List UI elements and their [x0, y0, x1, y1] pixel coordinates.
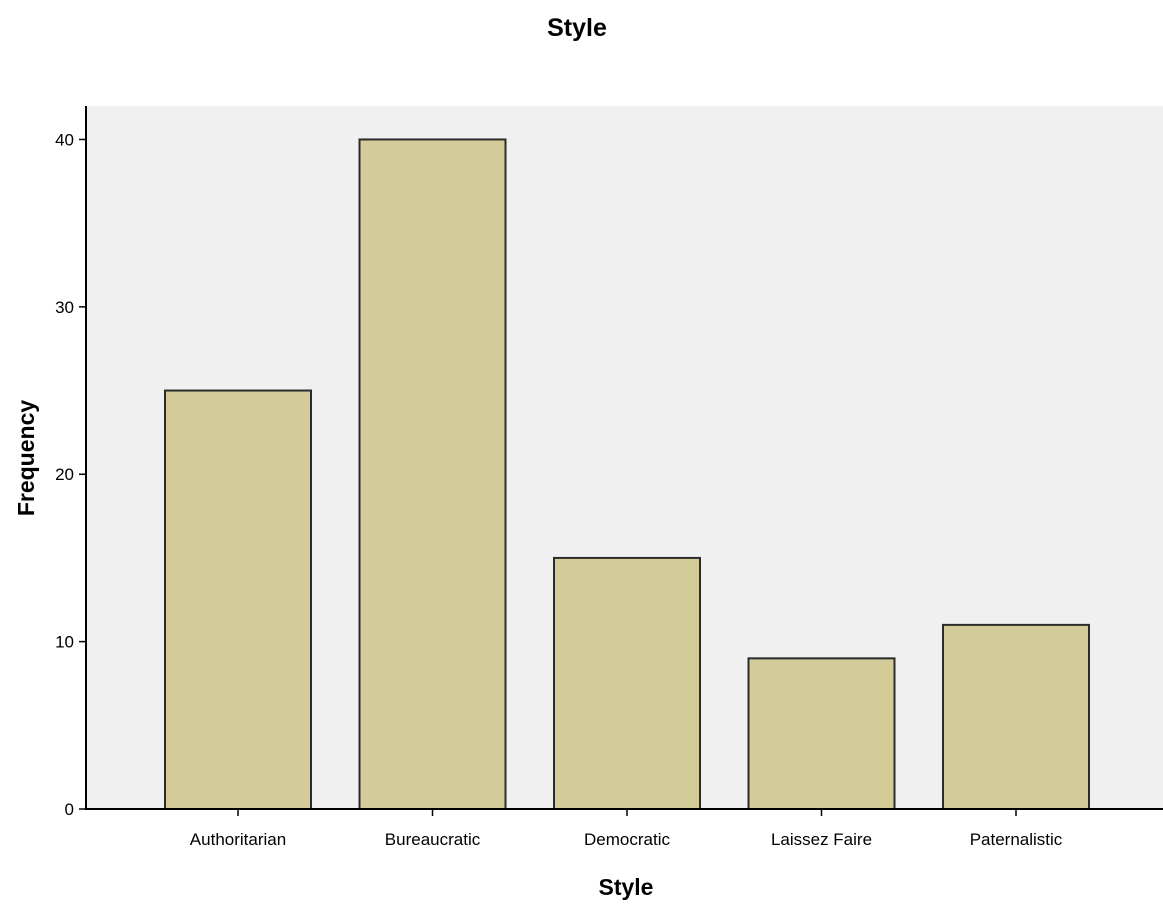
x-tick-label: Laissez Faire	[771, 830, 872, 849]
bar-bureaucratic	[358, 138, 507, 810]
y-tick-label: 20	[55, 465, 74, 484]
y-tick-label: 40	[55, 130, 74, 149]
y-tick-label: 10	[55, 633, 74, 652]
y-axis-ticks: 0 10 20 30 40	[55, 130, 86, 819]
bar-authoritarian	[164, 389, 312, 810]
chart-title: Style	[547, 14, 607, 42]
x-tick-label: Authoritarian	[190, 830, 286, 849]
x-tick-label: Democratic	[584, 830, 670, 849]
bar-paternalistic	[942, 623, 1090, 811]
y-tick-label: 30	[55, 298, 74, 317]
x-axis-ticks: Authoritarian Bureaucratic Democratic Laiss…	[190, 809, 1063, 849]
x-tick-label: Bureaucratic	[385, 830, 481, 849]
x-tick-label: Paternalistic	[970, 830, 1063, 849]
bar-democratic	[553, 556, 701, 811]
y-tick-label: 0	[65, 800, 74, 819]
y-axis-title: Frequency	[13, 400, 39, 517]
bar-group	[164, 138, 1090, 811]
x-axis-title: Style	[599, 874, 654, 900]
bar-laissez-faire	[747, 657, 896, 810]
